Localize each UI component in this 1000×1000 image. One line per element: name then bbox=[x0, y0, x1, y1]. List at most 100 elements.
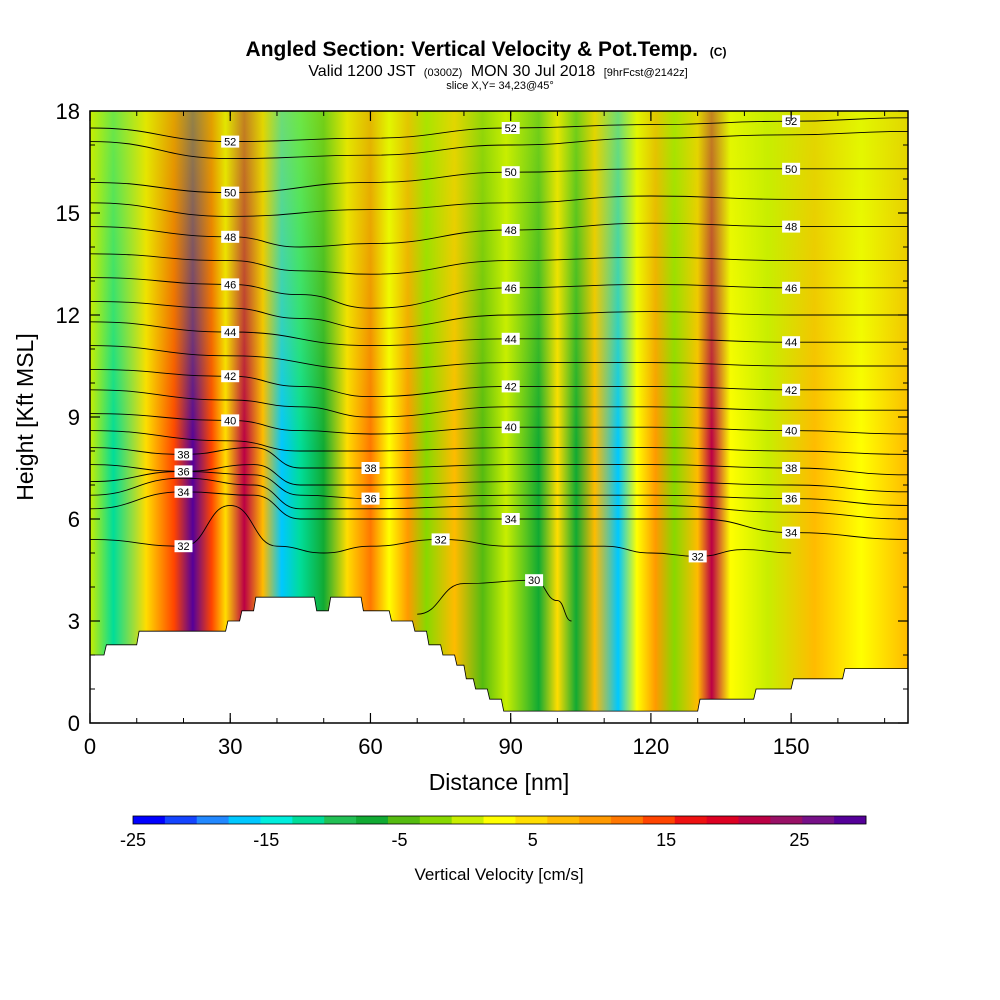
contour-label-36-1: 36 bbox=[361, 492, 380, 506]
contour-label-text: 44 bbox=[505, 334, 517, 346]
contour-label-bg bbox=[431, 533, 450, 546]
colorbar-frame bbox=[132, 815, 867, 825]
contour-label-46-1: 46 bbox=[501, 281, 520, 295]
contour-label-38-2: 38 bbox=[782, 462, 801, 475]
contour-label-text: 48 bbox=[505, 225, 517, 237]
theta-contour-37 bbox=[90, 464, 908, 493]
contour-label-text: 36 bbox=[177, 466, 189, 478]
colorbar-swatch bbox=[133, 816, 166, 824]
contour-label-bg bbox=[501, 421, 520, 434]
contour-label-text: 38 bbox=[785, 463, 797, 475]
contour-label-46-2: 46 bbox=[782, 281, 801, 295]
contour-label-bg bbox=[501, 224, 520, 236]
contour-label-text: 34 bbox=[177, 487, 189, 499]
contour-label-42-2: 42 bbox=[782, 383, 801, 397]
contour-label-bg bbox=[221, 230, 240, 243]
contour-label-bg bbox=[501, 380, 520, 393]
contour-label-34-1: 34 bbox=[501, 513, 520, 526]
contour-label-text: 32 bbox=[434, 534, 446, 546]
contour-label-42-1: 42 bbox=[501, 380, 520, 393]
contour-label-40-2: 40 bbox=[782, 424, 801, 438]
contour-label-text: 42 bbox=[785, 385, 797, 397]
colorbar-swatch bbox=[706, 816, 739, 824]
contour-label-text: 34 bbox=[505, 514, 517, 526]
colorbar-swatch bbox=[738, 816, 771, 824]
contour-label-text: 44 bbox=[224, 327, 236, 339]
contour-label-32-1: 32 bbox=[431, 533, 450, 546]
colorbar-swatch bbox=[579, 816, 612, 824]
colorbar-tick-label: 5 bbox=[528, 830, 538, 850]
colorbar-swatch bbox=[228, 816, 261, 824]
colorbar-swatch bbox=[419, 816, 453, 824]
contour-label-52-0: 52 bbox=[221, 135, 240, 149]
contour-label-text: 36 bbox=[785, 494, 797, 506]
contour-label-text: 50 bbox=[505, 167, 517, 179]
colorbar-tick-label: 15 bbox=[656, 830, 676, 850]
contour-label-text: 32 bbox=[692, 551, 704, 563]
contour-label-bg bbox=[221, 414, 240, 427]
colorbar-swatch bbox=[356, 816, 389, 824]
theta-contour-43 bbox=[90, 345, 908, 370]
contour-label-text: 50 bbox=[224, 188, 236, 200]
colorbar-tick-label: -15 bbox=[253, 830, 279, 850]
contour-label-52-1: 52 bbox=[501, 122, 520, 135]
contour-label-text: 50 bbox=[785, 164, 797, 176]
contour-label-bg bbox=[174, 465, 193, 478]
colorbar-swatch bbox=[770, 816, 803, 824]
contour-label-bg bbox=[221, 370, 240, 383]
contour-label-text: 40 bbox=[785, 426, 797, 438]
colorbar-swatch bbox=[515, 816, 548, 824]
contour-label-bg bbox=[501, 281, 520, 294]
contour-label-bg bbox=[782, 424, 801, 437]
contour-labels: 52 52 52 50 50 50 48 48 48 46 46 46 44 44 44 42 42 42 40 40… bbox=[174, 115, 801, 587]
y-tick-label: 9 bbox=[68, 405, 80, 430]
contour-label-bg bbox=[501, 513, 520, 525]
theta-contour-35 bbox=[90, 477, 908, 520]
contour-label-bg bbox=[782, 526, 801, 539]
theta-contour-39 bbox=[90, 430, 908, 455]
contour-label-text: 36 bbox=[364, 494, 376, 506]
contour-label-bg bbox=[501, 166, 520, 179]
contour-label-text: 32 bbox=[177, 541, 189, 553]
contour-label-text: 42 bbox=[224, 371, 236, 383]
y-tick-label: 18 bbox=[56, 99, 80, 124]
contour-label-text: 52 bbox=[224, 137, 236, 149]
colorbar: -25 -15 -5 5 15 25 bbox=[120, 815, 867, 850]
contour-label-44-1: 44 bbox=[501, 332, 520, 346]
contour-label-48-1: 48 bbox=[501, 224, 520, 237]
slice-label: slice X,Y= 34,23@45° bbox=[446, 80, 554, 92]
contour-label-44-0: 44 bbox=[221, 326, 240, 339]
contour-label-32-0: 32 bbox=[174, 540, 193, 553]
contour-label-bg bbox=[782, 336, 801, 349]
contour-label-bg bbox=[782, 220, 801, 233]
colorbar-swatch bbox=[547, 816, 580, 824]
contour-label-bg bbox=[361, 492, 380, 505]
contour-label-bg bbox=[782, 462, 801, 474]
contour-label-30-0: 30 bbox=[525, 574, 544, 587]
contour-label-40-1: 40 bbox=[501, 421, 520, 434]
contour-label-bg bbox=[221, 278, 240, 291]
contour-label-bg bbox=[782, 115, 801, 128]
contour-label-50-0: 50 bbox=[221, 186, 240, 200]
x-tick-label: 30 bbox=[218, 734, 242, 759]
colorbar-tick-label: -25 bbox=[120, 830, 146, 850]
contour-label-48-0: 48 bbox=[221, 230, 240, 244]
colorbar-swatch bbox=[674, 816, 708, 824]
colorbar-swatch bbox=[642, 816, 676, 824]
contour-label-text: 42 bbox=[505, 381, 517, 393]
x-axis-label: Distance [nm] bbox=[429, 769, 570, 795]
contour-label-text: 40 bbox=[505, 422, 517, 434]
contour-label-bg bbox=[221, 186, 240, 199]
contour-label-bg bbox=[361, 462, 380, 474]
contour-label-34-2: 34 bbox=[782, 526, 801, 540]
theta-contour-38 bbox=[90, 447, 908, 476]
x-tick-label: 0 bbox=[84, 734, 96, 759]
contour-label-text: 38 bbox=[177, 449, 189, 461]
y-tick-label: 15 bbox=[56, 201, 80, 226]
colorbar-tick-label: -5 bbox=[391, 830, 407, 850]
contour-label-text: 46 bbox=[224, 279, 236, 291]
contour-label-text: 52 bbox=[785, 116, 797, 128]
colorbar-label: Vertical Velocity [cm/s] bbox=[414, 865, 583, 884]
